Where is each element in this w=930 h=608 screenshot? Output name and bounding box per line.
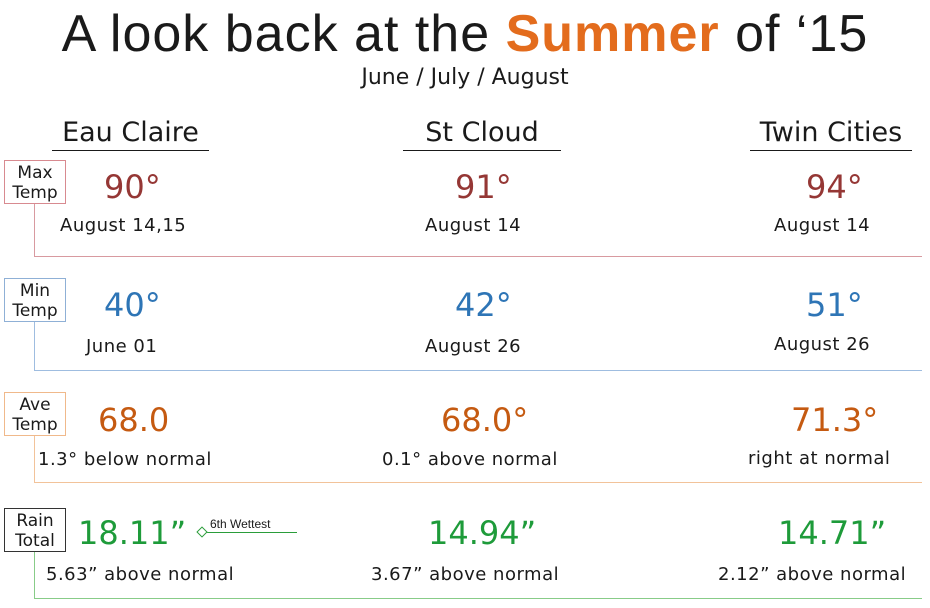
max-temp-twin-cities: 94° [806,168,863,206]
max-row-divider-vertical [34,200,35,256]
min-temp-st-cloud: 42° [455,286,512,324]
rain-row-divider-vertical [34,552,35,598]
max-date-eau-claire: August 14,15 [60,215,187,236]
min-row-divider-vertical [34,320,35,370]
page-subtitle: June / July / August [361,65,569,90]
rain-normal-st-cloud: 3.67” above normal [371,564,560,585]
title-highlight: Summer [505,5,720,63]
min-temp-twin-cities: 51° [806,286,863,324]
ave-row-divider [34,482,922,483]
max-row-divider [34,256,922,257]
title-post: of ‘15 [719,5,869,63]
ave-temp-twin-cities: 71.3° [791,401,879,439]
rain-total-st-cloud: 14.94” [428,514,537,552]
min-temp-label: Min Temp [4,278,66,322]
rain-row-divider [34,598,922,599]
page-title: A look back at the Summer of ‘15 [0,4,930,64]
ave-temp-label: Ave Temp [4,392,66,436]
min-date-eau-claire: June 01 [86,336,158,357]
ave-temp-eau-claire: 68.0 [98,401,170,439]
wettest-diamond-icon [196,526,208,538]
rain-normal-eau-claire: 5.63” above normal [46,564,235,585]
wettest-note: 6th Wettest [210,517,271,531]
max-temp-st-cloud: 91° [455,168,512,206]
ave-normal-twin-cities: right at normal [748,448,891,469]
city-header-eau-claire: Eau Claire [52,116,209,151]
rain-normal-twin-cities: 2.12” above normal [718,564,907,585]
wettest-note-underline [205,532,297,533]
ave-normal-st-cloud: 0.1° above normal [382,449,558,470]
max-date-st-cloud: August 14 [425,215,522,236]
ave-row-divider-vertical [34,436,35,482]
max-temp-label: Max Temp [4,160,66,204]
rain-total-label: Rain Total [4,508,66,552]
title-pre: A look back at the [61,5,506,63]
rain-total-twin-cities: 14.71” [778,514,887,552]
max-date-twin-cities: August 14 [774,215,871,236]
max-temp-eau-claire: 90° [104,168,161,206]
city-header-st-cloud: St Cloud [403,116,561,151]
min-date-st-cloud: August 26 [425,336,522,357]
ave-temp-st-cloud: 68.0° [441,401,529,439]
min-row-divider [34,370,922,371]
min-date-twin-cities: August 26 [774,334,871,355]
rain-total-eau-claire: 18.11” [78,514,187,552]
city-header-twin-cities: Twin Cities [750,116,912,151]
ave-normal-eau-claire: 1.3° below normal [38,449,212,470]
min-temp-eau-claire: 40° [104,286,161,324]
